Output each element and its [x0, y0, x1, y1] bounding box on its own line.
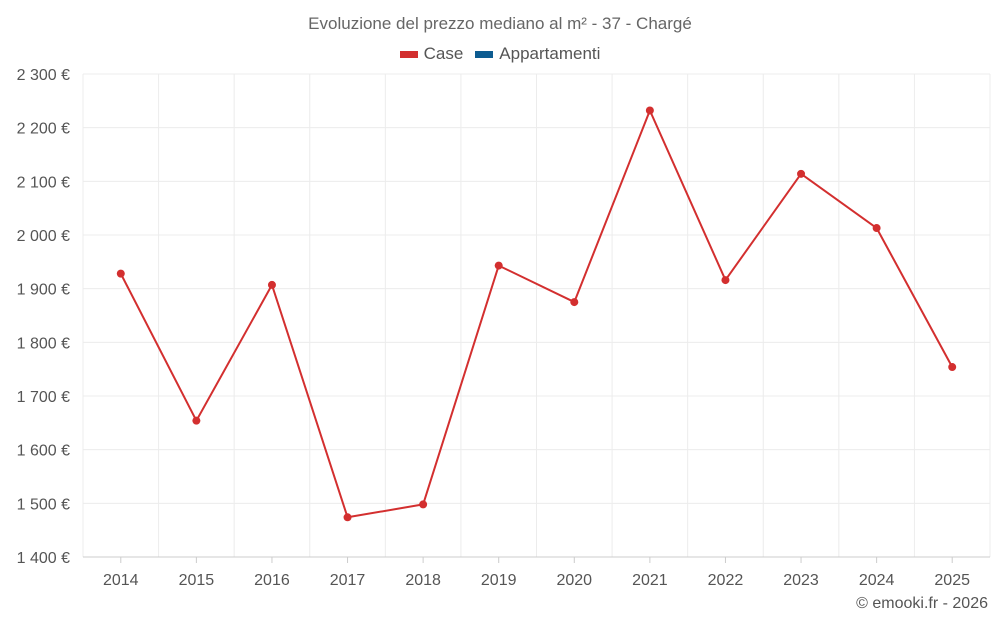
x-tick-label: 2020 [556, 572, 592, 589]
y-tick-label: 2 100 € [17, 174, 70, 191]
x-tick-label: 2022 [708, 572, 744, 589]
legend: Case Appartamenti [0, 44, 1000, 64]
chart-title: Evoluzione del prezzo mediano al m² - 37… [308, 14, 692, 33]
credit-text: © emooki.fr - 2026 [856, 595, 988, 612]
data-point [645, 106, 654, 115]
y-tick-label: 1 600 € [17, 443, 70, 460]
y-tick-label: 1 700 € [17, 389, 70, 406]
x-tick-label: 2019 [481, 572, 517, 589]
y-tick-label: 2 200 € [17, 121, 70, 138]
legend-label-appartamenti: Appartamenti [499, 44, 601, 63]
data-point [192, 416, 201, 425]
data-point [267, 280, 276, 289]
data-point [419, 500, 428, 509]
data-point [797, 169, 806, 178]
legend-swatch-case [399, 50, 418, 58]
y-tick-label: 1 400 € [17, 550, 70, 567]
x-tick-label: 2014 [103, 572, 139, 589]
data-point [948, 363, 957, 372]
legend-swatch-appartamenti [475, 50, 494, 58]
data-point [116, 269, 125, 278]
y-tick-label: 1 800 € [17, 335, 70, 352]
data-point [343, 513, 352, 522]
x-tick-label: 2021 [632, 572, 668, 589]
legend-item-appartamenti[interactable]: Appartamenti [475, 44, 600, 64]
data-point [872, 224, 881, 233]
x-tick-label: 2016 [254, 572, 290, 589]
data-point [494, 261, 503, 270]
x-tick-label: 2017 [330, 572, 366, 589]
y-tick-label: 2 000 € [17, 228, 70, 245]
legend-item-case[interactable]: Case [399, 44, 464, 64]
x-tick-label: 2025 [934, 572, 970, 589]
y-tick-label: 2 300 € [17, 67, 70, 84]
legend-label-case: Case [423, 44, 464, 63]
y-tick-label: 1 500 € [17, 496, 70, 513]
x-tick-label: 2024 [859, 572, 895, 589]
y-tick-label: 1 900 € [17, 282, 70, 299]
x-tick-label: 2018 [405, 572, 441, 589]
x-tick-label: 2015 [179, 572, 215, 589]
series-line-case [119, 109, 954, 519]
data-point [570, 298, 579, 307]
x-tick-label: 2023 [783, 572, 819, 589]
data-point [721, 276, 730, 285]
